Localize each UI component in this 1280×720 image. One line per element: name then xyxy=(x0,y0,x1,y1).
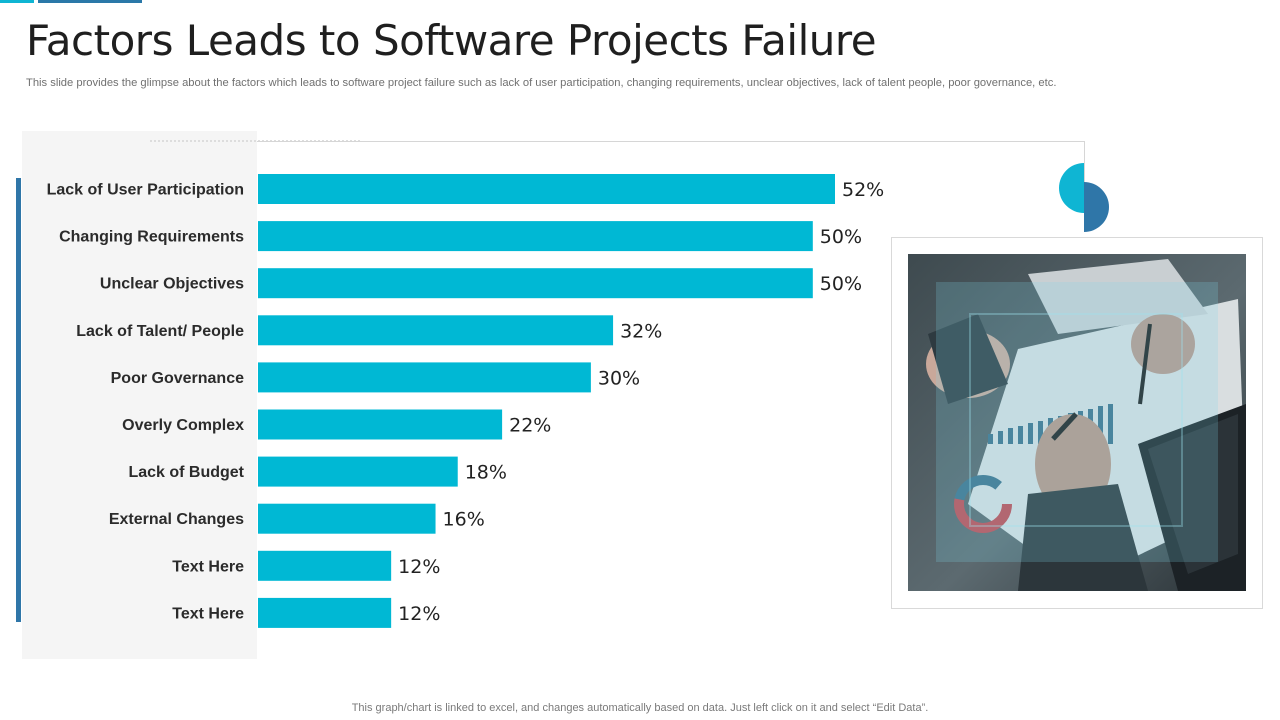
bar[interactable] xyxy=(258,550,392,581)
bar[interactable] xyxy=(258,315,614,346)
decorative-circles xyxy=(1059,163,1109,232)
bar[interactable] xyxy=(258,597,392,628)
value-label: 12% xyxy=(398,556,440,578)
value-label: 50% xyxy=(820,226,862,248)
value-label: 30% xyxy=(598,367,640,389)
category-label: Lack of Talent/ People xyxy=(76,323,244,340)
top-accent-left xyxy=(0,0,34,3)
bar[interactable] xyxy=(258,362,591,393)
category-label: Unclear Objectives xyxy=(100,276,244,293)
value-label: 16% xyxy=(443,509,485,531)
value-label: 18% xyxy=(465,462,507,484)
top-accent-right xyxy=(38,0,142,3)
page-subtitle: This slide provides the glimpse about th… xyxy=(26,77,1057,89)
category-label: Lack of Budget xyxy=(128,464,244,481)
category-label: Text Here xyxy=(172,605,244,622)
value-label: 32% xyxy=(620,320,662,342)
left-accent-bar xyxy=(16,178,21,622)
bar[interactable] xyxy=(258,268,813,299)
value-label: 52% xyxy=(842,179,884,201)
light-half-circle xyxy=(1059,163,1084,213)
value-label: 50% xyxy=(820,273,862,295)
chart-frame-top-line xyxy=(257,141,1084,142)
category-label: External Changes xyxy=(109,511,244,528)
bar[interactable] xyxy=(258,221,813,252)
category-label-panel xyxy=(22,131,257,659)
bar[interactable] xyxy=(258,456,458,487)
decorative-dotted-line xyxy=(150,140,360,142)
value-label: 22% xyxy=(509,415,551,437)
dark-half-circle xyxy=(1084,182,1109,232)
bar[interactable] xyxy=(258,503,436,534)
page-title: Factors Leads to Software Projects Failu… xyxy=(26,16,877,65)
category-label: Overly Complex xyxy=(122,417,244,434)
category-label: Poor Governance xyxy=(111,370,244,387)
bar[interactable] xyxy=(258,174,835,204)
value-label: 12% xyxy=(398,603,440,625)
category-label: Changing Requirements xyxy=(59,229,244,246)
bar[interactable] xyxy=(258,409,503,440)
photo-frame xyxy=(891,237,1263,609)
footnote: This graph/chart is linked to excel, and… xyxy=(351,702,929,714)
category-label: Lack of User Participation xyxy=(47,182,244,199)
category-label: Text Here xyxy=(172,558,244,575)
business-meeting-photo xyxy=(908,254,1246,591)
